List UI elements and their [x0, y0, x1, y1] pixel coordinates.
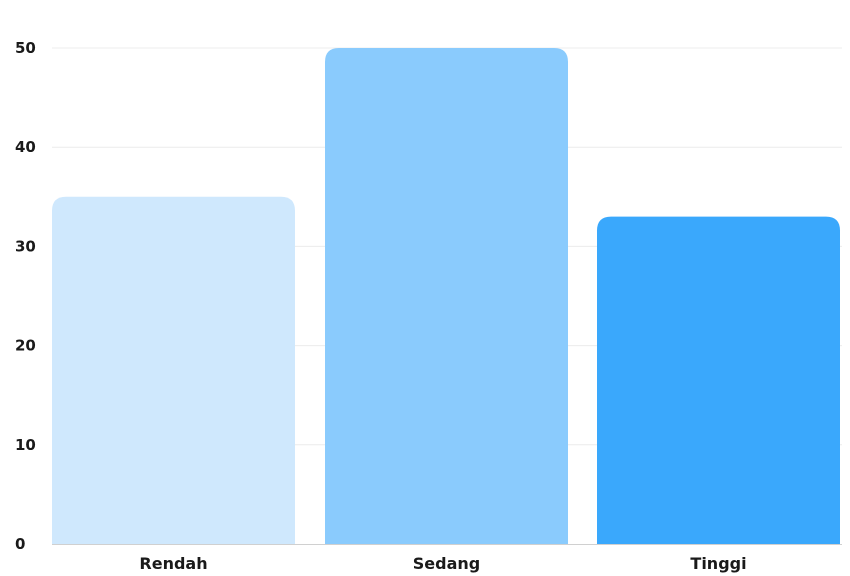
x-tick-label-rendah: Rendah [139, 554, 207, 573]
x-tick-label-sedang: Sedang [413, 554, 480, 573]
bars [52, 48, 840, 545]
y-tick-label-10: 10 [15, 436, 36, 454]
x-tick-label-tinggi: Tinggi [690, 554, 746, 573]
bar-tinggi [597, 216, 840, 544]
y-tick-label-30: 30 [15, 237, 36, 255]
x-axis-labels: Rendah Sedang Tinggi [139, 554, 746, 573]
y-tick-label-40: 40 [15, 138, 36, 156]
bar-sedang [325, 48, 568, 544]
y-axis-ticks: 0 10 20 30 40 50 [15, 39, 36, 553]
y-tick-label-20: 20 [15, 337, 36, 355]
y-tick-label-0: 0 [15, 535, 25, 553]
bar-rendah [52, 196, 295, 545]
y-tick-label-50: 50 [15, 39, 36, 57]
